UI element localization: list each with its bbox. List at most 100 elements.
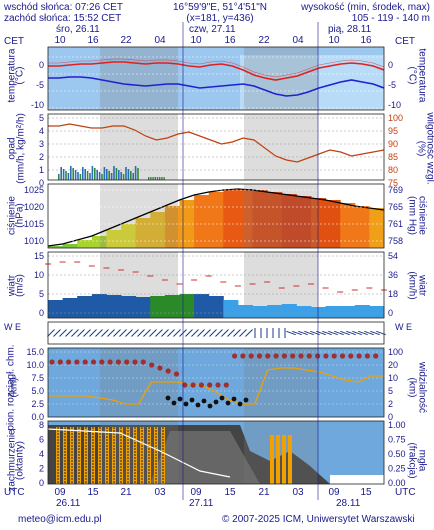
precip-bar-8: [77, 172, 79, 180]
cover-left-tick-3: 2: [39, 464, 44, 474]
bottom-hour-1: 15: [87, 487, 99, 498]
cloud-top-dot-38: [364, 353, 370, 359]
precip-left-tick-2: 3: [39, 139, 44, 149]
cover-left-tick-0: 8: [39, 420, 44, 430]
wind-arrow-8: [95, 329, 103, 337]
cloud-base-dot-5: [195, 402, 201, 408]
wind-arrow-46: [322, 330, 332, 336]
precip-bar-6: [72, 168, 74, 180]
wind-bar-9: [179, 294, 195, 318]
cloud-left-unit: (km): [8, 377, 20, 398]
wind-arrow-50: [346, 330, 356, 336]
visibility-right-tick-1: 20: [388, 360, 398, 370]
wind-bar-0: [48, 300, 64, 318]
pressure-col-4: [106, 230, 122, 248]
precip-bar-17: [98, 172, 101, 180]
footer-email[interactable]: meteo@icm.edu.pl: [18, 514, 102, 525]
wind-arrow-47: [328, 330, 338, 336]
clouds-left-tick-5: 0.0: [31, 412, 44, 422]
wind-arrow-16: [143, 329, 151, 337]
visibility-right-tick-0: 100: [388, 347, 403, 357]
cloud-top-dot-17: [190, 382, 196, 388]
wind-frame: [47, 251, 385, 319]
wind-arrow-18: [155, 329, 163, 337]
wind-arrow-14: [131, 329, 139, 337]
humidity-right-tick-0: 100: [388, 113, 403, 123]
wind-arrow-32: [239, 329, 247, 337]
pressure-col-11: [208, 192, 224, 248]
visibility-line: [48, 367, 384, 405]
wind-right-tick-0: 54: [388, 251, 398, 261]
wind-arrow-52: [358, 330, 368, 336]
wind-arrow-1: [53, 329, 61, 337]
fog-line: [47, 428, 231, 478]
top-hour-4: 10: [190, 35, 202, 46]
wind-bar-1: [62, 298, 78, 318]
cloud-top-dot-8: [115, 359, 121, 365]
pressure-right-unit: (mm Hg): [406, 196, 418, 235]
cloud-top-dot-3: [74, 359, 80, 365]
cloud-top-dot-27: [273, 353, 279, 359]
compass-left: W E: [4, 322, 21, 332]
wind-bar-17: [296, 306, 312, 318]
cloud-base-dot-8: [213, 399, 219, 405]
wind-arrow-27: [209, 329, 217, 337]
wind-bar-12: [223, 300, 239, 318]
wind-arrow-28: [215, 329, 223, 337]
wind-arrow-42: [298, 330, 308, 336]
cloud-top-dot-1: [57, 359, 63, 365]
wind-right-tick-2: 18: [388, 289, 398, 299]
wind-bar-11: [208, 296, 224, 318]
top-hour-9: 16: [360, 35, 372, 46]
pressure-col-17: [296, 196, 312, 248]
precip-bar-9: [79, 174, 82, 180]
wind-arrow-24: [191, 329, 199, 337]
humidity-right-tick-1: 95: [388, 126, 398, 136]
precip-bar-15: [94, 168, 96, 180]
clouds-frame: [47, 347, 385, 418]
pressure-col-14: [252, 190, 268, 248]
night-band-cover-0: [100, 421, 178, 484]
pressure-col-22: [369, 208, 385, 248]
wind-arrow-4: [71, 329, 79, 337]
night-band-precip-1: [244, 114, 318, 180]
precip-bar-25: [118, 170, 120, 180]
wind-bar-6: [135, 297, 151, 318]
wind-left-unit: (m/s): [14, 274, 26, 297]
pressure-right-label: ciśnienie: [416, 196, 428, 235]
top-hour-8: 10: [328, 35, 340, 46]
precip-bar-19: [103, 167, 106, 180]
cloud-top-dot-16: [182, 382, 188, 388]
temp-left-tick-1: -5: [36, 80, 44, 90]
pressure-col-10: [194, 195, 210, 248]
cloud-top-dot-4: [82, 359, 88, 365]
precip-bar-23: [113, 166, 115, 180]
wind-arrow-53: [364, 330, 374, 336]
wind-bar-13: [237, 305, 254, 318]
wind-bar-8: [164, 295, 180, 318]
wind-arrow-13: [125, 329, 133, 337]
top-hour-3: 04: [154, 35, 166, 46]
night-band-cover-1: [244, 421, 318, 484]
fog-right-label: mgła: [416, 449, 428, 472]
precip-frame: [47, 113, 385, 181]
cloud-top-dot-28: [281, 353, 287, 359]
cloud-top-dot-11: [140, 359, 146, 365]
wind_dir-panel-bg: [48, 322, 384, 344]
top-zone-left: CET: [4, 36, 24, 47]
fog-right-tick-1: 0.75: [388, 435, 406, 445]
cloud-top-dot-25: [256, 353, 263, 359]
wind-arrow-25: [197, 329, 205, 337]
precip-bar-30: [130, 171, 132, 180]
precip-left-tick-5: 0: [39, 178, 44, 188]
wind-left-tick-3: 0: [39, 308, 44, 318]
pressure-col-13: [237, 189, 254, 248]
precip-left-tick-4: 1: [39, 165, 44, 175]
pressure-left-tick-0: 1025: [24, 185, 44, 195]
wind-arrow-6: [83, 329, 91, 337]
bottom-zone-left: UTC: [4, 487, 25, 498]
precip-bar-33: [137, 168, 139, 180]
cloud-top-dot-0: [49, 359, 55, 365]
fog-right-tick-3: 0.25: [388, 464, 406, 474]
wind-bar-2: [77, 296, 93, 318]
